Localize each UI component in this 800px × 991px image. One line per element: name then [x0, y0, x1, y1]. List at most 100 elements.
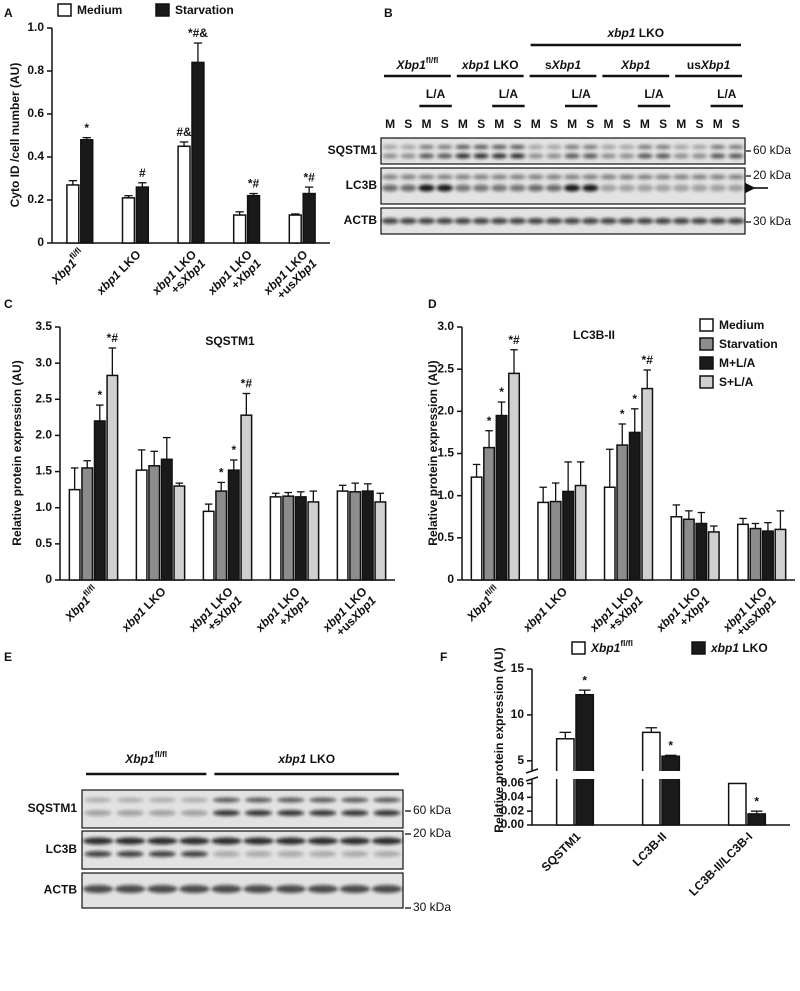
x-tick-label: Xbp1fl/fl	[60, 582, 102, 624]
blot-band	[454, 174, 472, 180]
significance-label: *	[231, 443, 236, 457]
text-part: Xbp1	[700, 58, 731, 72]
blot-band	[179, 885, 210, 893]
legend-swatch	[699, 356, 714, 370]
blot-band	[527, 184, 544, 192]
blot-band	[309, 797, 337, 803]
lane-label: M	[713, 117, 723, 131]
blot-band	[371, 837, 403, 845]
bar	[66, 184, 80, 244]
blot-band	[491, 153, 508, 159]
blot-band	[691, 184, 708, 192]
text-part: Xbp1	[620, 58, 651, 72]
y-tick-label: 0.06	[501, 776, 525, 790]
blot-band	[563, 218, 581, 224]
blot-band	[618, 218, 636, 224]
blot-band	[339, 885, 371, 893]
bar	[160, 458, 173, 581]
blot-band	[275, 885, 306, 893]
blot-band	[673, 153, 690, 159]
blot-band	[709, 174, 726, 180]
bar	[603, 486, 616, 581]
group-label: Xbp1fl/fl	[124, 749, 167, 766]
blot-band	[454, 184, 472, 192]
lane-label: M	[640, 117, 650, 131]
significance-label: *#	[642, 353, 654, 367]
blot-band	[546, 153, 562, 159]
blot-band	[148, 851, 176, 857]
text-part: Xbp1	[590, 641, 621, 655]
x-tick-label: xbp1 LKO	[93, 247, 144, 298]
blot-band	[472, 174, 490, 180]
x-tick-label: LC3B-II/LC3B-I	[686, 829, 755, 898]
blot-band	[381, 218, 399, 224]
bar	[483, 446, 496, 581]
blot-band	[491, 145, 508, 149]
blot-band	[618, 153, 635, 159]
bar	[202, 510, 215, 581]
axis-break	[524, 771, 792, 779]
blot-band	[636, 174, 654, 180]
blot-band	[382, 153, 398, 159]
panel-letter: D	[428, 297, 437, 311]
blot-band	[563, 184, 581, 192]
blot-band	[436, 153, 453, 159]
blot-band	[655, 153, 671, 159]
bar	[549, 500, 562, 581]
legend-swatch	[155, 3, 170, 17]
bar	[93, 420, 106, 581]
bar	[336, 490, 349, 581]
lane-label: M	[494, 117, 504, 131]
blot-header: xbp1 LKO	[606, 26, 664, 40]
bar	[177, 145, 191, 244]
significance-label: *	[582, 673, 587, 687]
blot-band	[82, 885, 114, 893]
blot-band	[600, 174, 617, 180]
blot-band	[180, 851, 208, 857]
blot-band	[116, 797, 144, 803]
lane-label: S	[441, 117, 449, 131]
bar	[628, 431, 641, 581]
bar	[173, 485, 186, 581]
legend-label: xbp1 LKO	[710, 641, 768, 655]
legend-swatch	[699, 337, 714, 351]
row-label: LC3B	[46, 842, 78, 856]
blot-band	[508, 218, 527, 224]
blot-band	[114, 885, 146, 893]
blot-band	[243, 885, 274, 893]
y-tick-label: 2.5	[35, 391, 52, 405]
size-marker: 60 kDa	[753, 143, 791, 157]
significance-label: *#	[303, 170, 315, 184]
blot-band	[691, 174, 708, 180]
legend-label: Xbp1fl/fl	[590, 638, 633, 655]
blot-band	[309, 851, 337, 857]
blot-band	[618, 145, 635, 149]
blot-band	[418, 174, 435, 180]
bar	[555, 738, 575, 826]
blot-band	[454, 218, 472, 224]
blot-band	[341, 851, 369, 857]
text-part: fl/fl	[620, 638, 633, 648]
blot-band	[654, 184, 672, 192]
group-label: Xbp1	[620, 58, 651, 72]
y-tick-label: 0.00	[501, 817, 525, 831]
bar	[361, 490, 374, 581]
text-part: us	[687, 58, 701, 72]
blot-band	[564, 153, 580, 159]
blot-band	[373, 797, 401, 803]
blot-band	[545, 174, 563, 180]
bar	[81, 467, 94, 581]
group-label: sXbp1	[545, 58, 581, 72]
blot-band	[371, 885, 403, 893]
bar	[232, 214, 247, 244]
bar	[670, 516, 683, 581]
lane-label: S	[659, 117, 667, 131]
text-part: s	[545, 58, 552, 72]
bar	[294, 496, 307, 581]
blot-band	[400, 153, 417, 159]
blot-band	[727, 184, 745, 192]
blot-band	[244, 797, 273, 803]
blot-band	[116, 851, 144, 857]
blot-band	[673, 174, 690, 180]
y-tick-label: 0	[45, 572, 52, 586]
